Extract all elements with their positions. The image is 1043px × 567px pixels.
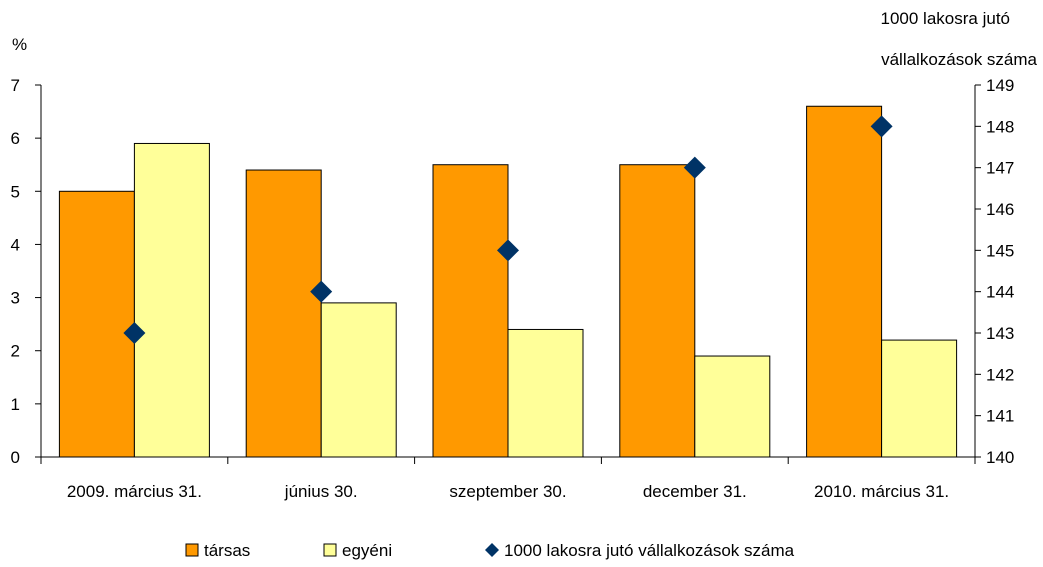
bar-tarsas bbox=[806, 105, 883, 458]
y-right-tick-label: 145 bbox=[986, 241, 1014, 260]
x-category-label: szeptember 30. bbox=[449, 482, 566, 501]
y-right-tick-label: 147 bbox=[986, 159, 1014, 178]
bar-egyeni bbox=[507, 328, 584, 458]
y-left-tick-label: 3 bbox=[11, 289, 20, 308]
legend-item-egyeni-label: egyéni bbox=[342, 541, 392, 560]
y-right-tick-label: 149 bbox=[986, 76, 1014, 95]
legend-item-tarsas-label: társas bbox=[204, 541, 250, 560]
data-point-marker bbox=[683, 156, 706, 179]
y-right-tick-label: 143 bbox=[986, 324, 1014, 343]
bar-egyeni bbox=[320, 302, 397, 458]
y-left-axis-title: % bbox=[12, 35, 27, 54]
y-right-tick-label: 140 bbox=[986, 448, 1014, 467]
bar-tarsas bbox=[58, 190, 135, 458]
legend-item-tarsas-swatch bbox=[185, 543, 199, 557]
data-point-marker bbox=[870, 115, 893, 138]
legend-item-lakosra-label: 1000 lakosra jutó vállalkozások száma bbox=[504, 541, 795, 560]
y-right-tick-label: 141 bbox=[986, 407, 1014, 426]
bar-tarsas bbox=[619, 164, 696, 458]
bar-egyeni bbox=[133, 142, 210, 458]
y-left-tick-label: 1 bbox=[11, 395, 20, 414]
y-right-tick-label: 148 bbox=[986, 117, 1014, 136]
data-point-marker bbox=[310, 280, 333, 303]
bar-egyeni bbox=[881, 339, 958, 458]
legend-item-lakosra-swatch bbox=[485, 543, 499, 557]
x-category-label: 2010. március 31. bbox=[814, 482, 949, 501]
y-left-tick-label: 6 bbox=[11, 129, 20, 148]
data-point-marker bbox=[497, 239, 519, 262]
legend-item-egyeni-swatch bbox=[323, 543, 337, 557]
x-category-label: 2009. március 31. bbox=[67, 482, 202, 501]
data-point-marker bbox=[123, 322, 146, 344]
y-left-tick-label: 5 bbox=[11, 182, 20, 201]
y-left-tick-label: 4 bbox=[11, 235, 20, 254]
y-right-tick-label: 142 bbox=[986, 365, 1014, 384]
bar-egyeni bbox=[694, 355, 771, 458]
y-right-tick-label: 144 bbox=[986, 283, 1014, 302]
y-left-tick-label: 2 bbox=[11, 342, 20, 361]
x-category-label: december 31. bbox=[643, 482, 747, 501]
bar-tarsas bbox=[245, 169, 322, 458]
bar-tarsas bbox=[432, 164, 509, 458]
y-right-tick-label: 146 bbox=[986, 200, 1014, 219]
y-left-tick-label: 7 bbox=[11, 76, 20, 95]
y-right-axis-title-line1: 1000 lakosra jutó bbox=[881, 9, 1010, 28]
x-category-label: június 30. bbox=[284, 482, 358, 501]
y-right-axis-title-line2: vállalkozások száma bbox=[881, 50, 1037, 69]
y-left-tick-label: 0 bbox=[11, 448, 20, 467]
